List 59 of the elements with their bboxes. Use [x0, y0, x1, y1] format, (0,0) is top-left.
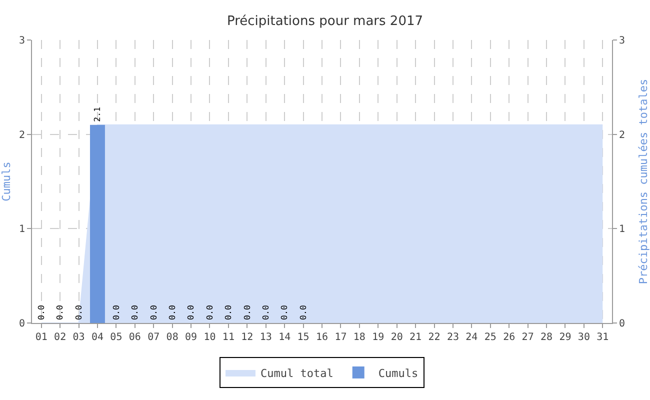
data-label: 0.0	[242, 305, 252, 320]
x-tick-label: 26	[503, 332, 516, 343]
x-tick-label: 07	[148, 332, 160, 343]
x-tick-label: 22	[428, 332, 440, 343]
y2-tick-label: 2	[619, 130, 626, 141]
x-tick-label: 13	[260, 332, 272, 343]
chart-title: Précipitations pour mars 2017	[226, 14, 424, 30]
x-tick-label: 04	[91, 332, 104, 343]
data-label: 0.0	[279, 305, 290, 320]
y2-tick-label: 3	[619, 36, 626, 46]
x-tick-label: 27	[522, 332, 534, 343]
y-tick-label: 1	[18, 224, 25, 236]
data-label: 2.1	[92, 106, 102, 122]
x-tick-label: 24	[466, 332, 478, 343]
y-tick-label: 2	[18, 130, 25, 141]
y-tick-label: 0	[18, 318, 25, 330]
x-tick-label: 02	[54, 332, 66, 343]
x-tick-label: 28	[540, 332, 553, 343]
data-label: 0.0	[130, 305, 140, 320]
data-label: 0.0	[148, 305, 158, 320]
data-label: 0.0	[73, 305, 84, 320]
x-tick-label: 06	[128, 332, 141, 343]
y2-axis-title: Précipitations cumulées totales	[637, 78, 650, 284]
legend-label: Cumuls	[378, 366, 418, 380]
x-tick-label: 25	[484, 332, 496, 343]
y2-tick-label: 1	[619, 224, 626, 236]
data-label: 0.0	[298, 305, 308, 320]
x-tick-label: 20	[390, 332, 403, 343]
x-tick-label: 21	[410, 332, 422, 343]
x-tick-label: 19	[372, 332, 384, 343]
data-label: 0.0	[166, 305, 177, 320]
x-tick-label: 30	[578, 332, 590, 343]
x-tick-label: 23	[446, 332, 459, 343]
x-tick-label: 15	[297, 332, 310, 343]
data-label: 0.0	[186, 305, 196, 320]
x-tick-label: 01	[35, 332, 48, 343]
x-tick-label: 03	[72, 332, 85, 343]
legend-label: Cumul total	[260, 366, 334, 380]
data-label: 0.0	[223, 305, 234, 320]
x-tick-label: 14	[278, 332, 291, 343]
x-tick-label: 29	[559, 332, 572, 343]
x-tick-label: 08	[166, 332, 178, 343]
data-label: 0.0	[260, 305, 271, 320]
x-tick-label: 31	[596, 332, 609, 343]
x-tick-label: 05	[110, 332, 122, 343]
data-label: 0.0	[110, 305, 121, 320]
x-tick-label: 11	[222, 332, 234, 343]
x-tick-label: 09	[185, 332, 198, 343]
x-tick-label: 18	[353, 332, 366, 343]
data-label: 0.0	[204, 305, 214, 320]
x-tick-label: 10	[204, 332, 216, 343]
y-axis-title: Cumuls	[0, 162, 13, 202]
x-tick-label: 17	[334, 332, 347, 343]
data-label: 0.0	[54, 305, 65, 320]
x-tick-label: 12	[241, 332, 254, 343]
data-label: 0.0	[36, 305, 46, 320]
x-tick-label: 16	[316, 332, 328, 343]
y2-tick-label: 0	[619, 318, 626, 330]
y-tick-label: 3	[18, 36, 25, 46]
